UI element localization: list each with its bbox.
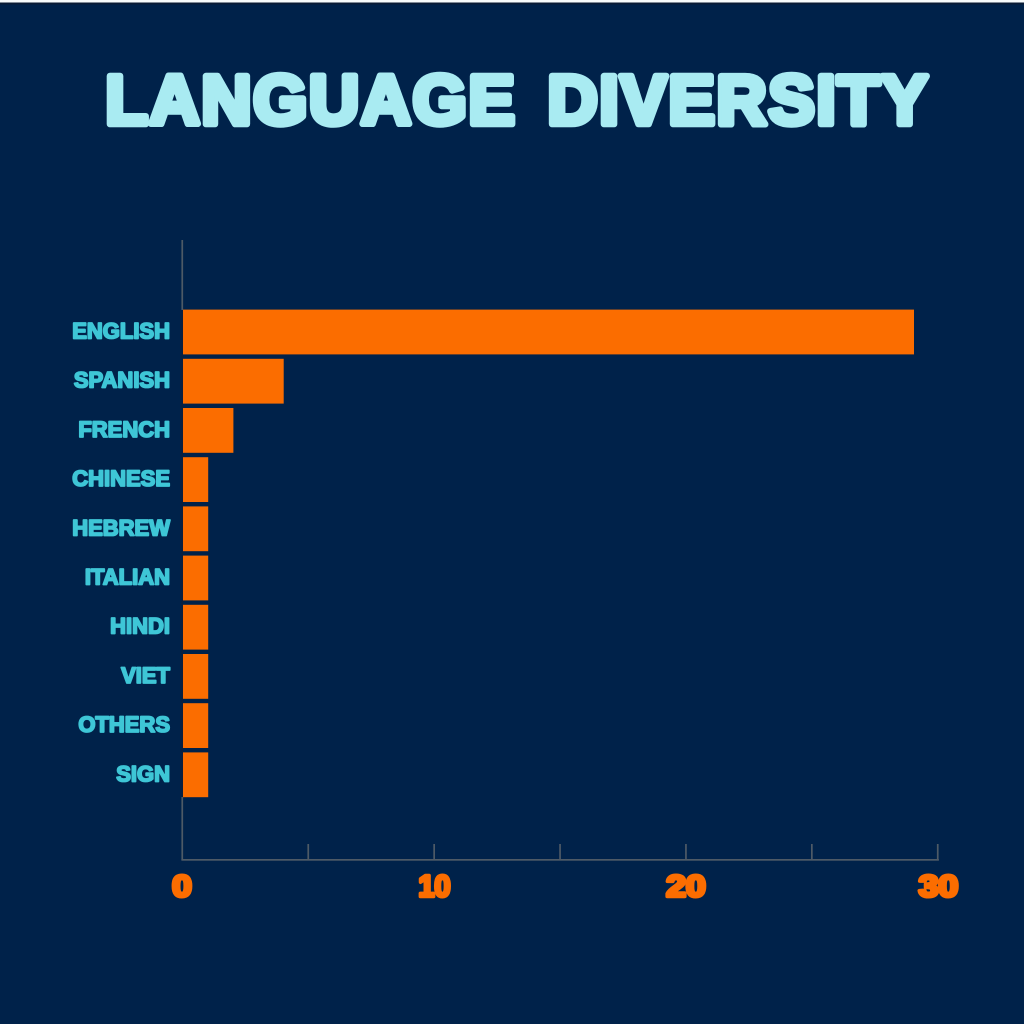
svg-text:OTHERS: OTHERS	[78, 712, 170, 737]
svg-text:SPANISH: SPANISH	[74, 368, 170, 393]
svg-text:ENGLISH: ENGLISH	[72, 319, 170, 344]
svg-text:HEBREW: HEBREW	[72, 515, 170, 540]
svg-text:LANGUAGE DIVERSITY: LANGUAGE DIVERSITY	[105, 61, 929, 139]
svg-text:VIET: VIET	[121, 663, 170, 688]
svg-text:10: 10	[419, 869, 451, 903]
svg-text:SIGN: SIGN	[116, 761, 170, 786]
svg-text:20: 20	[666, 869, 705, 903]
svg-text:ITALIAN: ITALIAN	[85, 565, 170, 590]
svg-text:30: 30	[919, 869, 958, 903]
svg-text:CHINESE: CHINESE	[72, 466, 170, 491]
svg-text:FRENCH: FRENCH	[78, 417, 170, 442]
svg-text:0: 0	[172, 869, 192, 903]
svg-text:HINDI: HINDI	[110, 614, 170, 639]
